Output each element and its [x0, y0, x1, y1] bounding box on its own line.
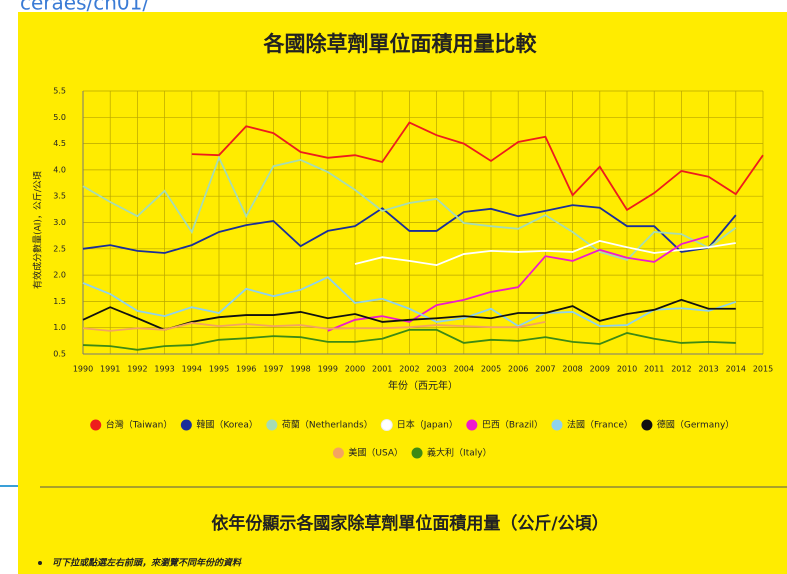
y-tick-label: 3.5 [53, 192, 66, 201]
x-tick-label: 2002 [399, 365, 419, 374]
x-tick-label: 1999 [318, 365, 338, 374]
legend-label: 荷蘭（Netherlands） [282, 419, 373, 431]
series-line [82, 298, 736, 331]
y-tick-label: 2.5 [53, 244, 66, 253]
series-line [82, 276, 737, 328]
x-tick-label: 2008 [562, 365, 582, 374]
x-tick-label: 2009 [590, 365, 610, 374]
legend-item: 巴西（Brazil） [466, 419, 543, 431]
legend-label: 台灣（Taiwan） [106, 419, 173, 431]
legend-item: 義大利（Italy） [411, 447, 492, 459]
legend-item: 韓國（Korea） [180, 419, 258, 431]
x-tick-label: 2006 [508, 365, 528, 374]
legend-item: 日本（Japan） [380, 419, 458, 431]
x-tick-label: 1995 [209, 365, 229, 374]
x-tick-label: 2000 [345, 365, 365, 374]
x-tick-label: 1994 [182, 365, 202, 374]
y-tick-label: 1.0 [53, 323, 66, 332]
y-axis-label: 有效成分數量(AI)，公斤/公頃 [32, 171, 44, 289]
chart-title: 各國除草劑單位面積用量比較 [263, 32, 538, 56]
legend-item: 法國（France） [551, 419, 633, 431]
legend-item: 荷蘭（Netherlands） [266, 419, 373, 431]
y-tick-label: 3.0 [53, 218, 66, 227]
x-tick-label: 2015 [753, 365, 773, 374]
series-line [82, 204, 737, 254]
x-tick-label: 2010 [617, 365, 637, 374]
x-tick-label: 2014 [726, 365, 746, 374]
x-tick-label: 1990 [73, 365, 93, 374]
x-tick-label: 1991 [100, 365, 120, 374]
series-line [82, 328, 736, 351]
legend-swatch [332, 447, 344, 459]
legend-label: 德國（Germany） [657, 419, 734, 431]
legend-swatch [180, 419, 192, 431]
x-tick-label: 1992 [127, 365, 147, 374]
x-tick-label: 1998 [290, 365, 310, 374]
x-tick-label: 2007 [535, 365, 555, 374]
legend-item: 美國（USA） [332, 447, 403, 459]
legend-label: 義大利（Italy） [427, 447, 492, 459]
legend-swatch [266, 419, 278, 431]
y-tick-label: 4.0 [53, 165, 66, 174]
legend-swatch [380, 419, 393, 431]
y-tick-label: 2.0 [53, 271, 66, 280]
x-tick-label: 1996 [236, 365, 256, 374]
x-tick-label: 1993 [154, 365, 174, 374]
bullet-text: 可下拉或點選左右前頭，來瀏覽不同年份的資料 [52, 558, 242, 569]
panel [18, 12, 787, 574]
legend-item: 台灣（Taiwan） [90, 419, 172, 431]
legend-label: 韓國（Korea） [196, 420, 258, 431]
legend-item: 德國（Germany） [641, 419, 734, 431]
legend-swatch [466, 419, 478, 431]
series-line [327, 235, 709, 332]
legend-swatch [90, 419, 102, 431]
x-tick-label: 1997 [263, 365, 283, 374]
y-tick-label: 5.5 [53, 87, 66, 96]
url-fragment: ceraes/ch01/ [20, 0, 149, 15]
x-tick-label: 2005 [481, 365, 501, 374]
legend-label: 巴西（Brazil） [482, 420, 543, 431]
x-tick-label: 2011 [644, 365, 664, 374]
y-tick-label: 1.5 [53, 297, 66, 306]
legend-label: 日本（Japan） [397, 419, 458, 431]
x-tick-label: 2012 [671, 365, 691, 374]
y-tick-label: 0.5 [53, 350, 66, 359]
x-tick-label: 2001 [372, 365, 392, 374]
y-tick-label: 5.0 [53, 113, 66, 122]
legend-swatch [641, 419, 653, 431]
legend-label: 法國（France） [567, 419, 633, 431]
series-line [82, 155, 737, 261]
section-heading: 依年份顯示各國家除草劑單位面積用量（公斤/公頃） [211, 513, 608, 534]
legend-swatch [411, 447, 423, 459]
series-line [82, 321, 546, 332]
legend-swatch [551, 419, 563, 431]
x-axis-label: 年份（西元年） [388, 379, 458, 392]
y-tick-label: 4.5 [53, 139, 66, 148]
x-tick-label: 2013 [698, 365, 718, 374]
x-tick-label: 2003 [426, 365, 446, 374]
series-line [191, 121, 764, 212]
legend-label: 美國（USA） [348, 447, 403, 459]
x-tick-label: 2004 [454, 365, 474, 374]
bullet-dot [38, 561, 42, 565]
